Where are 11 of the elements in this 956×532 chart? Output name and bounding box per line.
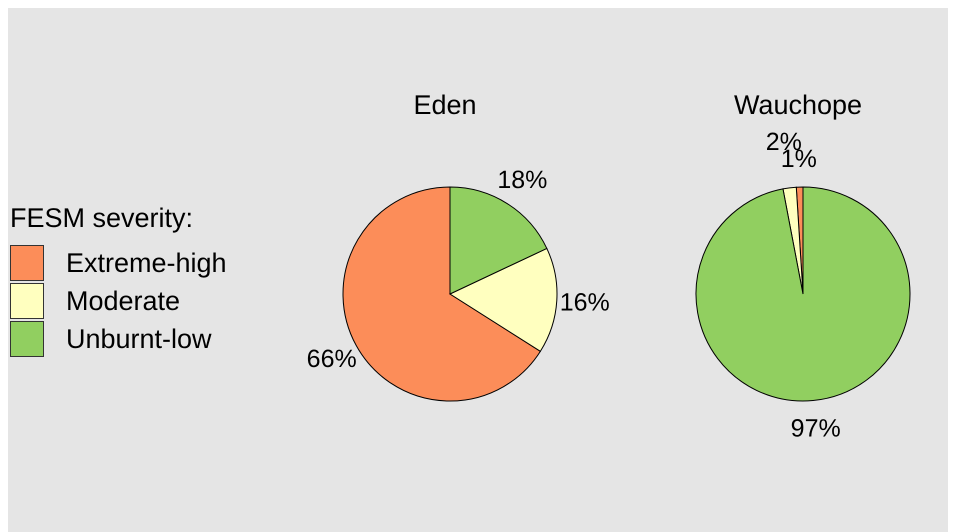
data-label: 18% — [497, 166, 548, 194]
chart-title: Wauchope — [732, 90, 864, 121]
chart-title: Eden — [412, 90, 478, 121]
data-label: 66% — [306, 345, 357, 374]
legend-label: Extreme-high — [66, 248, 227, 278]
legend-title: FESM severity: — [10, 203, 194, 234]
legend-label: Unburnt-low — [66, 324, 212, 354]
data-label: 97% — [790, 414, 841, 442]
legend-label: Moderate — [66, 286, 180, 316]
pie-slice — [696, 186, 910, 402]
data-label: 16% — [560, 288, 610, 316]
